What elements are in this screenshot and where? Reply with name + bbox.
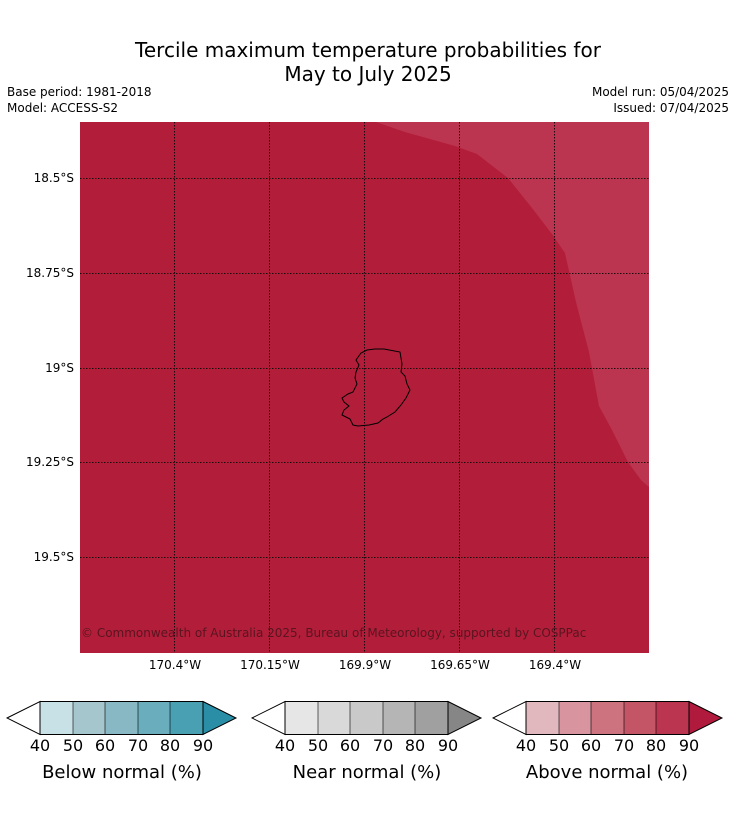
model-run: Model run: 05/04/2025: [591, 85, 729, 99]
legend-below-swatch-60: [105, 701, 138, 735]
legend-below-title: Below normal (%): [42, 762, 202, 783]
title-line-1: Tercile maximum temperature probabilitie…: [135, 38, 601, 62]
legend-near-tick: 90: [437, 736, 459, 755]
legend-above-swatch-60: [591, 701, 624, 735]
legend-above-tick: 80: [645, 736, 667, 755]
legend-near-over-arrow: [447, 700, 483, 736]
meta-left: Base period: 1981-2018 Model: ACCESS-S2: [7, 84, 152, 116]
legend-below-tick: 50: [62, 736, 84, 755]
legend-below-swatch-40: [40, 701, 73, 735]
legend-above-tick: 50: [548, 736, 570, 755]
map-panel: [80, 122, 649, 653]
legend-above-title: Above normal (%): [525, 762, 689, 783]
legend-near-tick: 40: [274, 736, 296, 755]
legend-near-swatch-40: [285, 701, 318, 735]
graticule: [80, 122, 649, 653]
legend-near-swatch-50: [318, 701, 350, 735]
legend-near-tick: 50: [307, 736, 329, 755]
lat-label-19: 19°S: [45, 361, 74, 375]
legend-above-tick: 70: [613, 736, 635, 755]
legend-below-tick: 80: [159, 736, 181, 755]
lon-label-169-4: 169.4°W: [528, 658, 582, 672]
copyright-notice: © Commonwealth of Australia 2025, Bureau…: [81, 626, 587, 640]
legend-below-normal-colorbar: [6, 700, 238, 736]
lon-label-169-9: 169.9°W: [338, 658, 392, 672]
legend-near-tick: 80: [404, 736, 426, 755]
legend-near-swatch-80: [415, 701, 448, 735]
legend-near-tick: 60: [339, 736, 361, 755]
lat-label-18-75: 18.75°S: [26, 266, 74, 280]
legend-below-over-arrow: [202, 700, 238, 736]
map-title: Tercile maximum temperature probabilitie…: [0, 38, 736, 86]
lat-label-18-5: 18.5°S: [33, 171, 74, 185]
legend-near-tick: 70: [372, 736, 394, 755]
legend-above-swatch-40: [526, 701, 559, 735]
legend-above-over-arrow: [688, 700, 724, 736]
lon-label-170-15: 170.15°W: [240, 658, 300, 672]
legend-near-swatch-60: [350, 701, 383, 735]
legend-above-swatch-50: [559, 701, 591, 735]
legend-above-tick: 40: [515, 736, 537, 755]
base-period: Base period: 1981-2018: [7, 85, 152, 99]
legend-above-tick: 90: [678, 736, 700, 755]
model-name: Model: ACCESS-S2: [7, 101, 119, 115]
legend-below-tick: 40: [29, 736, 51, 755]
legend-below-tick: 70: [127, 736, 149, 755]
legend-above-normal-colorbar: [492, 700, 724, 736]
legend-near-title: Near normal (%): [292, 762, 442, 783]
legend-below-swatch-50: [73, 701, 105, 735]
niue-island-outline: [341, 348, 411, 427]
meta-right: Model run: 05/04/2025 Issued: 07/04/2025: [592, 84, 729, 116]
lon-label-170-4: 170.4°W: [148, 658, 202, 672]
lat-label-19-25: 19.25°S: [26, 455, 74, 469]
lat-label-19-5: 19.5°S: [33, 550, 74, 564]
legend-below-swatch-80: [170, 701, 203, 735]
legend-above-under-arrow: [492, 700, 527, 736]
lon-label-169-65: 169.65°W: [430, 658, 490, 672]
legend-near-under-arrow: [251, 700, 286, 736]
legend-below-under-arrow: [6, 700, 41, 736]
legend-above-swatch-70: [624, 701, 656, 735]
issued-date: Issued: 07/04/2025: [613, 101, 729, 115]
legend-near-swatch-70: [383, 701, 415, 735]
legend-above-tick: 60: [580, 736, 602, 755]
legend-above-swatch-80: [656, 701, 689, 735]
lighter-probability-region: [376, 122, 649, 487]
legend-near-normal-colorbar: [251, 700, 483, 736]
legend-below-swatch-70: [138, 701, 170, 735]
legend-below-tick: 60: [94, 736, 116, 755]
title-line-2: May to July 2025: [284, 62, 452, 86]
legend-below-tick: 90: [192, 736, 214, 755]
